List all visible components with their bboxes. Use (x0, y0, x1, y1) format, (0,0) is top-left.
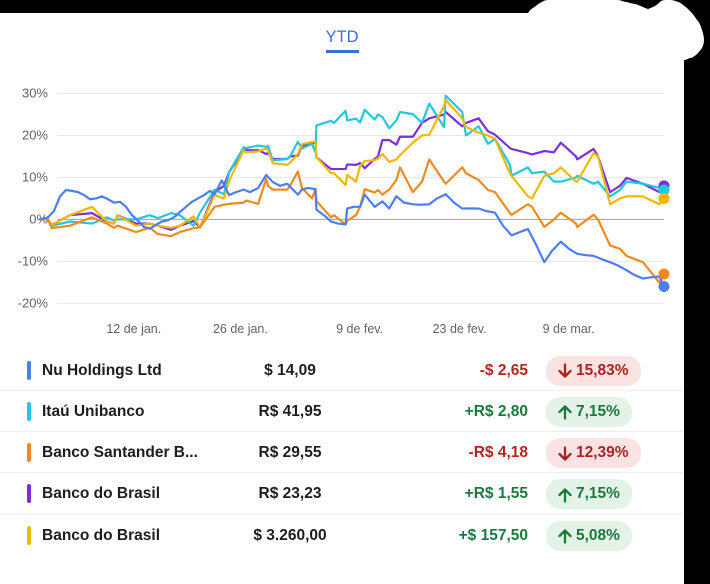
svg-text:20%: 20% (22, 128, 48, 143)
svg-text:9 de mar.: 9 de mar. (543, 322, 595, 336)
svg-text:9 de fev.: 9 de fev. (336, 322, 383, 336)
svg-text:23 de fev.: 23 de fev. (433, 322, 487, 336)
svg-text:26 de jan.: 26 de jan. (213, 322, 268, 336)
svg-text:30%: 30% (22, 86, 48, 101)
svg-text:12 de jan.: 12 de jan. (106, 322, 161, 336)
svg-text:10%: 10% (22, 170, 48, 185)
svg-text:-10%: -10% (18, 253, 49, 268)
svg-text:-20%: -20% (18, 295, 49, 310)
